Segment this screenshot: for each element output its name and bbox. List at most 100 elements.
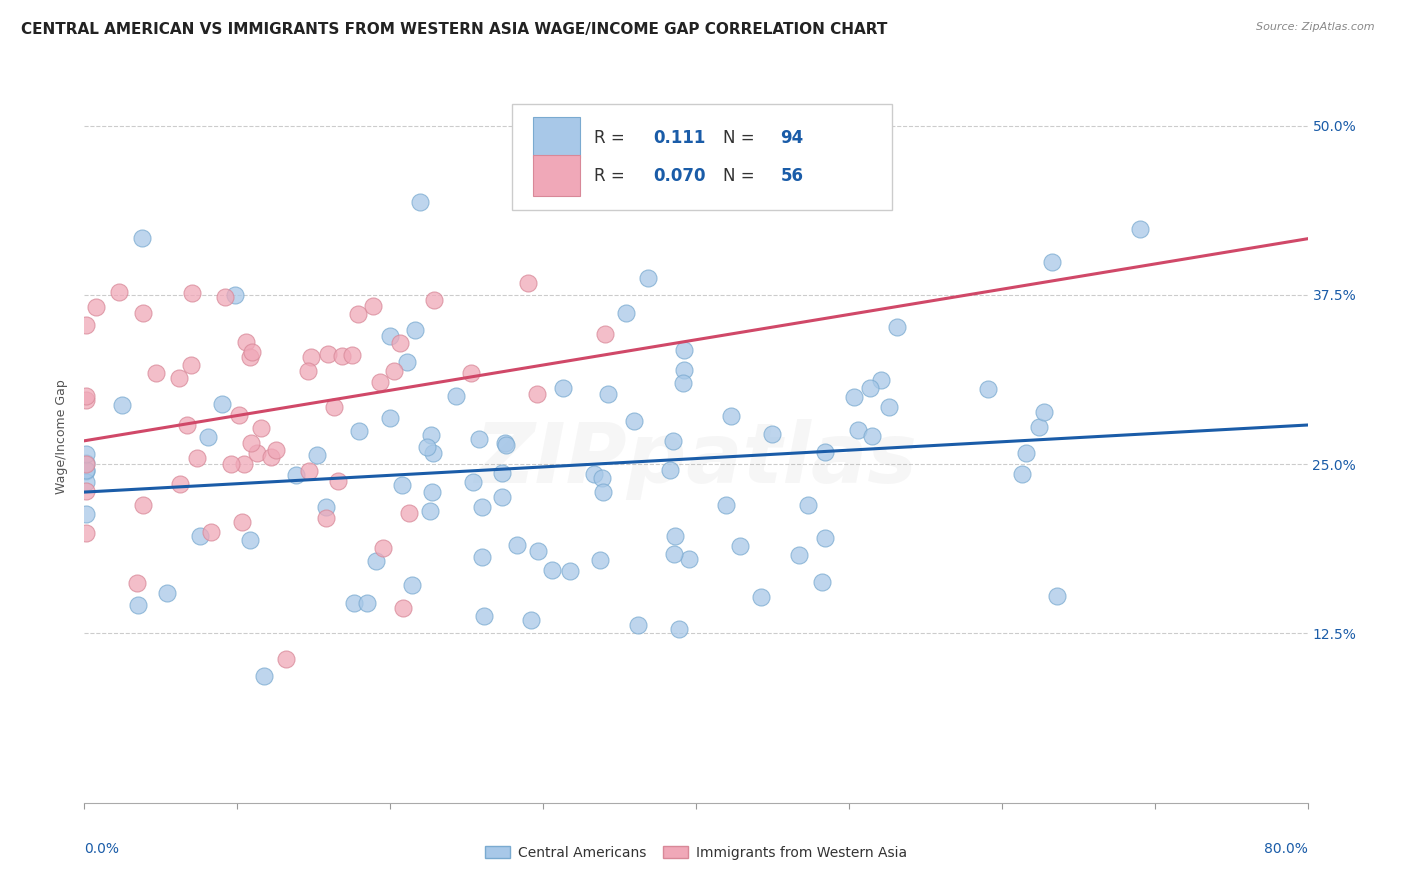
Point <box>491 490 513 504</box>
Point <box>558 564 581 578</box>
Point <box>239 350 262 364</box>
Point <box>391 477 413 491</box>
Y-axis label: Wage/Income Gap: Wage/Income Gap <box>55 380 69 494</box>
Point <box>75 526 97 541</box>
Point <box>326 474 349 488</box>
Point <box>589 553 612 567</box>
Point <box>132 498 155 512</box>
FancyBboxPatch shape <box>533 155 579 195</box>
Point <box>401 578 423 592</box>
Point <box>614 305 637 319</box>
Point <box>495 438 517 452</box>
Text: 0.070: 0.070 <box>654 167 706 185</box>
Point <box>131 231 153 245</box>
Point <box>342 596 364 610</box>
Point <box>368 376 391 390</box>
Point <box>571 158 593 172</box>
Point <box>298 464 321 478</box>
Point <box>842 391 865 405</box>
Point <box>315 500 337 514</box>
Point <box>869 373 891 387</box>
Text: CENTRAL AMERICAN VS IMMIGRANTS FROM WESTERN ASIA WAGE/INCOME GAP CORRELATION CHA: CENTRAL AMERICAN VS IMMIGRANTS FROM WEST… <box>21 22 887 37</box>
Point <box>664 529 686 543</box>
Point <box>75 464 97 478</box>
Point <box>75 507 97 521</box>
Legend: Central Americans, Immigrants from Western Asia: Central Americans, Immigrants from Weste… <box>479 840 912 865</box>
Point <box>200 525 222 540</box>
Point <box>678 551 700 566</box>
Point <box>305 448 328 462</box>
Point <box>886 320 908 334</box>
Point <box>595 327 617 342</box>
Point <box>323 401 346 415</box>
Text: 0.111: 0.111 <box>654 128 706 146</box>
FancyBboxPatch shape <box>533 118 579 158</box>
Point <box>224 288 246 302</box>
Point <box>285 468 308 483</box>
Point <box>1045 589 1067 603</box>
Point <box>75 457 97 471</box>
FancyBboxPatch shape <box>513 104 891 211</box>
Text: N =: N = <box>723 128 759 146</box>
Point <box>1014 446 1036 460</box>
Point <box>664 547 686 561</box>
Point <box>848 424 870 438</box>
Point <box>235 335 257 350</box>
Point <box>75 392 97 407</box>
Point <box>672 376 695 391</box>
Point <box>460 366 482 380</box>
Point <box>342 348 364 362</box>
Point <box>75 456 97 470</box>
Point <box>494 436 516 450</box>
Point <box>156 586 179 600</box>
Point <box>1040 254 1063 268</box>
Point <box>378 329 401 343</box>
Text: 56: 56 <box>780 167 803 185</box>
Text: 80.0%: 80.0% <box>1264 842 1308 855</box>
Point <box>86 300 108 314</box>
Point <box>373 541 395 555</box>
Point <box>398 506 420 520</box>
Point <box>108 285 131 299</box>
Point <box>378 411 401 425</box>
Text: 0.0%: 0.0% <box>84 842 120 855</box>
Point <box>423 293 446 307</box>
Point <box>658 463 681 477</box>
Point <box>463 475 485 489</box>
Point <box>176 418 198 433</box>
Point <box>859 381 882 395</box>
Point <box>239 533 262 547</box>
Point <box>180 359 202 373</box>
Point <box>877 400 900 414</box>
Text: N =: N = <box>723 167 759 185</box>
Point <box>797 498 820 512</box>
Point <box>814 444 837 458</box>
Point <box>761 426 783 441</box>
Point <box>219 457 242 471</box>
Point <box>239 436 262 450</box>
Point <box>110 399 132 413</box>
Point <box>260 450 283 465</box>
Point <box>1028 420 1050 434</box>
Point <box>714 498 737 512</box>
Point <box>977 383 1000 397</box>
Point <box>233 457 256 471</box>
Point <box>347 307 370 321</box>
Point <box>264 442 287 457</box>
Point <box>1011 467 1033 481</box>
Point <box>592 485 614 500</box>
Point <box>315 511 337 525</box>
Point <box>420 485 443 500</box>
Point <box>471 549 494 564</box>
Point <box>356 597 378 611</box>
Point <box>626 618 648 632</box>
Point <box>444 389 467 403</box>
Point <box>591 471 613 485</box>
Point <box>422 446 444 460</box>
Text: R =: R = <box>595 167 630 185</box>
Point <box>661 434 683 448</box>
Point <box>668 623 690 637</box>
Point <box>388 335 411 350</box>
Point <box>169 476 191 491</box>
Point <box>814 531 837 545</box>
